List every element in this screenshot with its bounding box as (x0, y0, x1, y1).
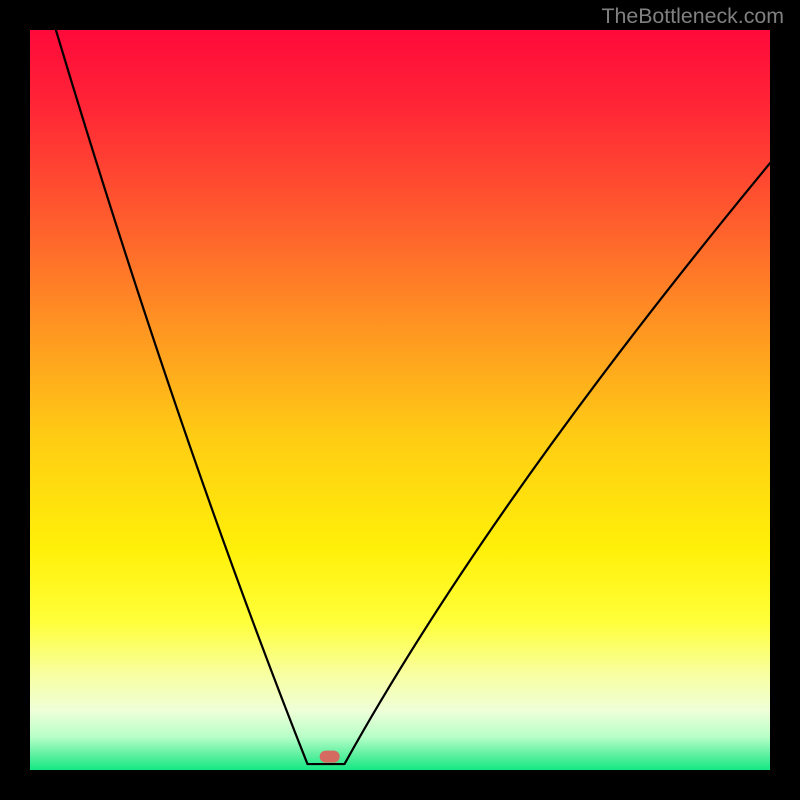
gradient-background (30, 30, 770, 770)
valley-marker (320, 751, 340, 763)
bottleneck-chart (30, 30, 770, 770)
watermark-label: TheBottleneck.com (601, 4, 784, 29)
